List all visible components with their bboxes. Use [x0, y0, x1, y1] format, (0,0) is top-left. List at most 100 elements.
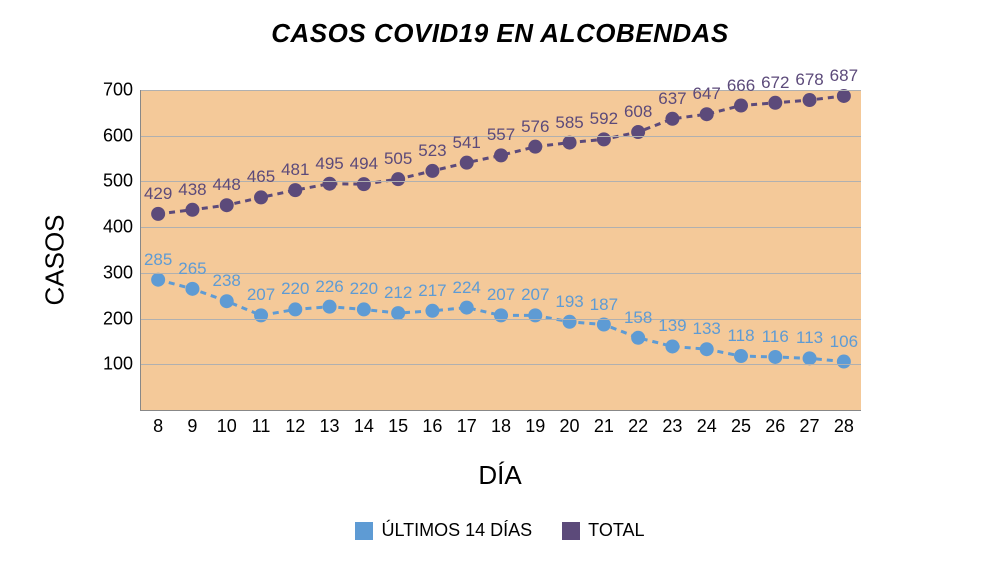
grid-line — [141, 273, 861, 274]
data-point — [597, 132, 611, 146]
data-point — [528, 140, 542, 154]
x-tick-label: 16 — [422, 410, 442, 437]
data-label: 220 — [350, 279, 378, 299]
x-tick-label: 23 — [662, 410, 682, 437]
data-label: 429 — [144, 184, 172, 204]
y-tick-label: 300 — [103, 262, 141, 283]
legend-item-14dias: ÚLTIMOS 14 DÍAS — [355, 520, 532, 541]
data-label: 139 — [658, 316, 686, 336]
data-label: 678 — [795, 70, 823, 90]
data-point — [494, 308, 508, 322]
data-label: 207 — [521, 285, 549, 305]
data-point — [803, 351, 817, 365]
data-label: 585 — [555, 113, 583, 133]
data-label: 133 — [693, 319, 721, 339]
data-point — [631, 331, 645, 345]
legend-item-total: TOTAL — [562, 520, 644, 541]
data-point — [151, 273, 165, 287]
data-point — [460, 301, 474, 315]
data-label: 118 — [727, 326, 754, 346]
data-point — [254, 190, 268, 204]
x-tick-label: 26 — [765, 410, 785, 437]
data-point — [734, 349, 748, 363]
data-point — [631, 125, 645, 139]
x-tick-label: 17 — [457, 410, 477, 437]
x-tick-label: 19 — [525, 410, 545, 437]
data-label: 495 — [315, 154, 343, 174]
data-point — [425, 164, 439, 178]
x-tick-label: 11 — [252, 410, 271, 437]
y-tick-label: 200 — [103, 308, 141, 329]
data-point — [391, 172, 405, 186]
data-point — [357, 302, 371, 316]
data-label: 187 — [590, 295, 618, 315]
x-tick-label: 8 — [153, 410, 163, 437]
data-label: 226 — [315, 277, 343, 297]
chart-legend: ÚLTIMOS 14 DÍAS TOTAL — [0, 520, 1000, 541]
data-point — [563, 315, 577, 329]
data-point — [425, 304, 439, 318]
legend-swatch-icon — [562, 522, 580, 540]
x-tick-label: 25 — [731, 410, 751, 437]
y-axis-title: CASOS — [40, 214, 71, 305]
data-point — [254, 308, 268, 322]
x-tick-label: 28 — [834, 410, 854, 437]
data-label: 481 — [281, 160, 309, 180]
data-point — [460, 156, 474, 170]
legend-label: ÚLTIMOS 14 DÍAS — [381, 520, 532, 541]
data-point — [700, 342, 714, 356]
data-label: 212 — [384, 283, 412, 303]
x-tick-label: 20 — [560, 410, 580, 437]
y-tick-label: 600 — [103, 125, 141, 146]
x-tick-label: 27 — [800, 410, 820, 437]
data-point — [837, 355, 851, 369]
plot-area: 1002003004005006007008910111213141516171… — [140, 90, 861, 411]
grid-line — [141, 364, 861, 365]
data-label: 158 — [624, 308, 652, 328]
data-label: 647 — [693, 84, 721, 104]
x-tick-label: 14 — [354, 410, 374, 437]
data-point — [768, 96, 782, 110]
data-label: 116 — [762, 327, 789, 347]
data-label: 448 — [213, 175, 241, 195]
data-point — [220, 294, 234, 308]
x-tick-label: 10 — [217, 410, 237, 437]
data-label: 193 — [555, 292, 583, 312]
y-tick-label: 500 — [103, 171, 141, 192]
y-tick-label: 700 — [103, 80, 141, 101]
chart-title: CASOS COVID19 EN ALCOBENDAS — [0, 18, 1000, 49]
data-label: 666 — [727, 76, 755, 96]
data-label: 238 — [213, 271, 241, 291]
data-point — [803, 93, 817, 107]
data-label: 687 — [830, 66, 858, 86]
data-label: 505 — [384, 149, 412, 169]
data-point — [494, 148, 508, 162]
data-label: 438 — [178, 180, 206, 200]
data-point — [768, 350, 782, 364]
x-tick-label: 12 — [285, 410, 305, 437]
data-point — [288, 302, 302, 316]
data-point — [323, 300, 337, 314]
data-point — [357, 177, 371, 191]
data-point — [837, 89, 851, 103]
data-point — [665, 339, 679, 353]
x-tick-label: 21 — [594, 410, 614, 437]
data-label: 207 — [487, 285, 515, 305]
data-label: 592 — [590, 109, 618, 129]
x-tick-label: 24 — [697, 410, 717, 437]
data-label: 637 — [658, 89, 686, 109]
data-point — [185, 203, 199, 217]
legend-swatch-icon — [355, 522, 373, 540]
data-label: 113 — [796, 328, 823, 348]
data-label: 465 — [247, 167, 275, 187]
data-label: 523 — [418, 141, 446, 161]
x-tick-label: 13 — [320, 410, 340, 437]
x-tick-label: 9 — [187, 410, 197, 437]
data-label: 220 — [281, 279, 309, 299]
data-label: 265 — [178, 259, 206, 279]
grid-line — [141, 227, 861, 228]
data-label: 608 — [624, 102, 652, 122]
data-label: 576 — [521, 117, 549, 137]
x-tick-label: 18 — [491, 410, 511, 437]
data-point — [185, 282, 199, 296]
